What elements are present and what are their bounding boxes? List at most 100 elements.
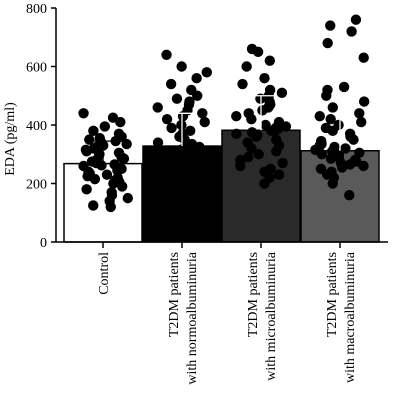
x-tick-label: with normoalbuminuria — [185, 251, 200, 384]
data-point — [264, 55, 276, 66]
data-point — [122, 192, 133, 204]
data-point — [253, 149, 264, 160]
data-point — [237, 78, 248, 90]
data-point — [171, 93, 183, 104]
data-point — [162, 147, 174, 158]
data-point — [327, 102, 338, 113]
data-point — [276, 87, 288, 99]
data-point — [186, 175, 198, 186]
data-point — [161, 49, 172, 60]
data-point — [88, 125, 99, 137]
data-point — [113, 128, 125, 139]
data-point — [152, 102, 163, 113]
data-point — [185, 154, 196, 166]
data-point — [265, 163, 276, 175]
data-point — [354, 147, 365, 158]
data-point — [322, 37, 333, 49]
data-point — [109, 159, 120, 170]
x-tick-label: Control — [97, 252, 112, 295]
data-point — [344, 128, 356, 139]
y-axis: 0 200 400 600 800 — [26, 2, 57, 251]
data-point — [242, 137, 253, 148]
data-point — [165, 78, 177, 90]
y-tick-label: 0 — [40, 236, 47, 251]
data-point — [81, 184, 92, 195]
y-tick-label: 200 — [26, 178, 47, 193]
data-point — [191, 73, 202, 84]
data-point — [199, 162, 210, 173]
data-point — [106, 187, 117, 198]
data-point — [152, 153, 163, 164]
data-point — [84, 134, 95, 145]
x-tick-label: T2DM patients — [167, 252, 182, 337]
x-tick-label: T2DM patients — [246, 252, 261, 337]
data-point — [346, 26, 357, 37]
data-point — [271, 134, 282, 145]
data-point — [171, 178, 183, 189]
x-axis: Control T2DM patients with normoalbuminuri… — [56, 241, 388, 385]
data-point — [101, 169, 113, 180]
data-point — [325, 20, 336, 31]
data-point — [315, 135, 327, 147]
data-point — [246, 127, 258, 138]
data-point — [340, 143, 351, 154]
data-point — [338, 81, 350, 93]
data-point — [325, 113, 336, 125]
data-point — [320, 122, 332, 134]
data-point — [358, 52, 369, 63]
data-point — [184, 125, 196, 137]
data-point — [246, 43, 258, 55]
data-point — [99, 121, 110, 132]
data-point — [277, 157, 288, 169]
x-tick-label: with microalbuminuria — [264, 251, 279, 380]
data-point — [78, 108, 89, 119]
data-point — [260, 119, 271, 131]
data-point — [166, 122, 177, 134]
y-axis-label: EDA (pg/ml) — [3, 102, 18, 176]
data-point — [156, 184, 167, 195]
data-point — [231, 111, 242, 122]
data-point — [152, 137, 164, 148]
data-point — [344, 190, 355, 201]
data-point — [356, 116, 367, 128]
data-point — [161, 113, 173, 125]
points-layer — [78, 14, 370, 213]
data-point — [80, 144, 92, 156]
data-point — [113, 147, 125, 158]
data-point — [329, 141, 340, 153]
data-point — [242, 151, 254, 163]
data-point — [231, 128, 242, 139]
data-point — [107, 112, 119, 123]
data-point — [314, 111, 325, 122]
data-point — [264, 84, 276, 96]
data-point — [184, 96, 195, 107]
y-tick-label: 800 — [26, 2, 47, 17]
data-point — [112, 172, 123, 183]
errorbars-layer — [90, 95, 353, 164]
data-point — [322, 84, 333, 96]
data-point — [88, 200, 99, 211]
y-tick-label: 400 — [26, 119, 47, 134]
data-point — [201, 67, 212, 78]
y-tick-label: 600 — [26, 61, 47, 76]
data-point — [197, 108, 208, 119]
data-point — [315, 163, 327, 175]
data-point — [241, 61, 252, 72]
data-point — [354, 108, 365, 119]
data-point — [326, 166, 337, 177]
data-point — [173, 160, 184, 172]
data-point — [78, 160, 89, 172]
data-point — [350, 14, 362, 25]
x-tick-label: T2DM patients — [325, 252, 340, 337]
x-tick-label: with macroalbuminuria — [343, 251, 358, 383]
data-point — [358, 96, 370, 107]
data-point — [273, 116, 285, 128]
data-point — [259, 73, 270, 84]
data-point — [273, 169, 285, 180]
data-point — [243, 108, 254, 119]
data-point — [121, 138, 132, 150]
data-point — [186, 84, 197, 96]
data-point — [176, 61, 187, 72]
data-point — [333, 119, 344, 131]
